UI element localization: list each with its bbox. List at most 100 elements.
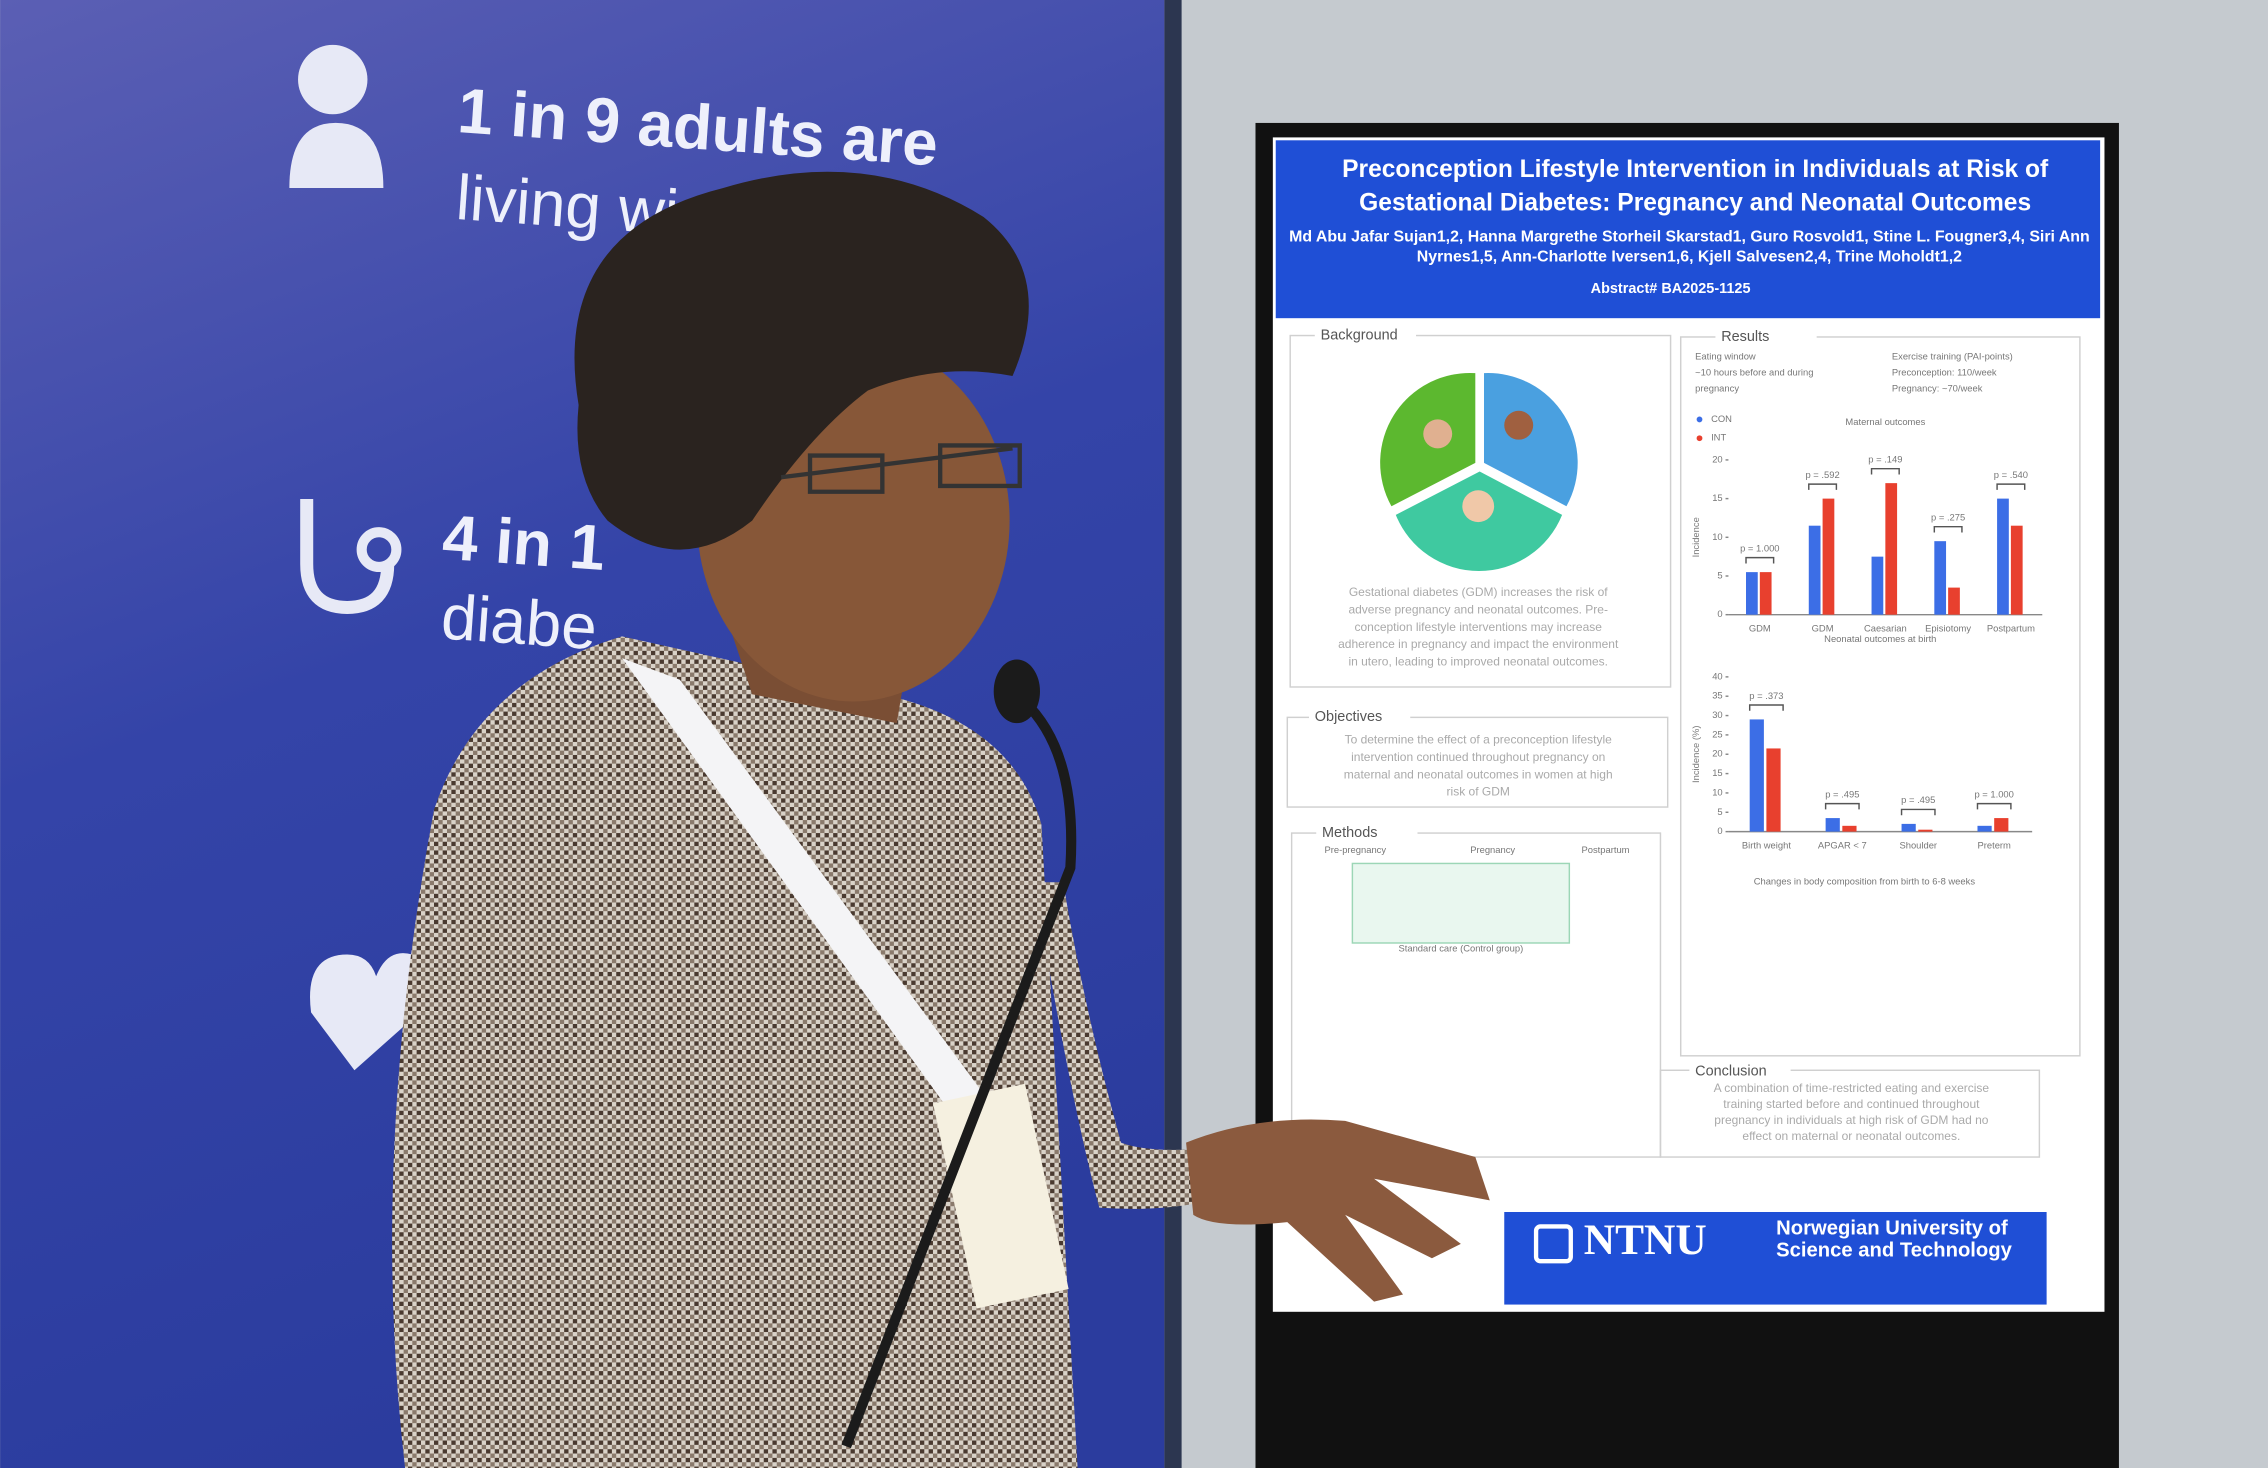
p-value: p = .592 bbox=[1805, 469, 1839, 480]
section-text: pregnancy bbox=[1695, 383, 1739, 394]
p-value: p = 1.000 bbox=[1974, 788, 2013, 799]
y-tick-label: 10 bbox=[1712, 786, 1722, 797]
x-tick-label: Postpartum bbox=[1987, 623, 2035, 634]
bar bbox=[1825, 818, 1840, 832]
y-tick-label: 25 bbox=[1712, 728, 1722, 739]
section-text: Pregnancy: ~70/week bbox=[1892, 383, 1983, 394]
poster-title: Preconception Lifestyle Intervention in … bbox=[1342, 156, 2049, 183]
x-tick-label: APGAR < 7 bbox=[1818, 840, 1867, 851]
bar bbox=[1977, 825, 1992, 832]
section-text: pregnancy in individuals at high risk of… bbox=[1714, 1113, 1988, 1127]
header-text: Preconception Lifestyle Intervention in … bbox=[1289, 156, 2090, 297]
bar bbox=[1746, 572, 1758, 615]
bar bbox=[1842, 825, 1857, 832]
y-tick-label: 40 bbox=[1712, 670, 1722, 681]
banner-edge bbox=[1164, 0, 1182, 1468]
x-tick-label: Preterm bbox=[1977, 840, 2011, 851]
body-comp-title: Changes in body composition from birth t… bbox=[1754, 876, 1976, 887]
banner-line: diabe bbox=[439, 581, 599, 663]
bar bbox=[1948, 587, 1960, 615]
section-heading: Background bbox=[1321, 327, 1398, 343]
section-text: training started before and continued th… bbox=[1723, 1097, 1980, 1111]
bar bbox=[1885, 483, 1898, 615]
x-tick-label: Birth weight bbox=[1742, 840, 1791, 851]
abstract-id: Abstract# BA2025-1125 bbox=[1591, 281, 1751, 297]
section-text: conception lifestyle interventions may i… bbox=[1354, 620, 1602, 634]
section-text: maternal and neonatal outcomes in women … bbox=[1344, 767, 1613, 781]
section-text: Eating window bbox=[1695, 351, 1756, 362]
heading-bg bbox=[1314, 325, 1417, 346]
bar bbox=[1749, 719, 1764, 832]
poster-text: Background Gestational diabetes (GDM) inc… bbox=[1309, 325, 2043, 1143]
y-tick-label: 20 bbox=[1712, 453, 1722, 464]
method-label: Standard care (Control group) bbox=[1398, 942, 1523, 953]
section-heading: Objectives bbox=[1315, 709, 1382, 725]
bracket bbox=[1996, 483, 2026, 490]
x-tick-label: Shoulder bbox=[1899, 840, 1937, 851]
bracket bbox=[1870, 467, 1900, 475]
banner-line: 4 in 1 bbox=[440, 502, 607, 584]
p-value: p = .495 bbox=[1901, 794, 1935, 805]
y-tick-label: 20 bbox=[1712, 748, 1722, 759]
bar bbox=[1997, 498, 2009, 615]
heading-bg bbox=[1715, 326, 1817, 348]
section-text: adverse pregnancy and neonatal outcomes.… bbox=[1348, 603, 1608, 617]
chart-title: Maternal outcomes bbox=[1845, 416, 1925, 427]
ntnu-logo bbox=[1533, 1224, 1573, 1264]
bracket bbox=[1748, 704, 1784, 711]
p-value: p = .149 bbox=[1868, 453, 1902, 464]
bar bbox=[1759, 572, 1772, 615]
section-text: To determine the effect of a preconcepti… bbox=[1345, 733, 1613, 747]
heading-bg bbox=[1689, 1061, 1791, 1082]
p-value: p = .275 bbox=[1931, 512, 1965, 523]
y-tick-label: 5 bbox=[1717, 569, 1722, 580]
bar bbox=[1766, 748, 1781, 832]
section-text: risk of GDM bbox=[1447, 785, 1510, 799]
bracket bbox=[1745, 556, 1775, 564]
ntnu-wordmark: NTNU bbox=[1584, 1216, 1707, 1264]
bar bbox=[1901, 823, 1916, 832]
section-text: in utero, leading to improved neonatal o… bbox=[1348, 655, 1608, 669]
legend-dot bbox=[1696, 416, 1703, 423]
authors: Md Abu Jafar Sujan1,2, Hanna Margrethe S… bbox=[1289, 228, 2090, 245]
section-text: intervention continued throughout pregna… bbox=[1351, 750, 1605, 764]
university: Science and Technology bbox=[1776, 1239, 2012, 1261]
banner-icons bbox=[289, 44, 429, 1071]
chart-title: Neonatal outcomes at birth bbox=[1824, 633, 1936, 644]
x-tick-label: Caesarian bbox=[1864, 623, 1907, 634]
legend-label: CON bbox=[1711, 413, 1732, 424]
x-tick-label: GDM bbox=[1749, 623, 1771, 634]
bar bbox=[1994, 818, 2009, 832]
y-axis-label: Incidence (%) bbox=[1690, 726, 1701, 783]
p-value: p = .373 bbox=[1749, 690, 1783, 701]
section-text: Preconception: 110/week bbox=[1892, 367, 1997, 378]
footer-band bbox=[1504, 1212, 2047, 1305]
y-tick-label: 0 bbox=[1717, 825, 1722, 836]
y-tick-label: 10 bbox=[1712, 531, 1722, 542]
p-value: p = 1.000 bbox=[1740, 542, 1779, 553]
section-heading: Conclusion bbox=[1695, 1064, 1767, 1080]
y-axis-label: Incidence bbox=[1690, 517, 1701, 557]
legend-label: INT bbox=[1711, 432, 1726, 443]
bar bbox=[1871, 556, 1884, 615]
legend-dot bbox=[1696, 435, 1703, 442]
p-value: p = .540 bbox=[1994, 469, 2028, 480]
bar bbox=[1934, 541, 1947, 615]
y-tick-label: 15 bbox=[1712, 492, 1722, 503]
background-art bbox=[1380, 372, 1578, 572]
section-text: Exercise training (PAI-points) bbox=[1892, 351, 2013, 362]
x-tick-label: Episiotomy bbox=[1925, 623, 1971, 634]
bracket bbox=[1808, 483, 1838, 490]
section-boxes bbox=[1286, 334, 2081, 1158]
y-tick-label: 30 bbox=[1712, 709, 1722, 720]
y-tick-label: 5 bbox=[1717, 806, 1722, 817]
y-tick-label: 35 bbox=[1712, 690, 1722, 701]
bar bbox=[1808, 525, 1821, 615]
x-tick-label: GDM bbox=[1812, 623, 1834, 634]
poster-title: Gestational Diabetes: Pregnancy and Neon… bbox=[1359, 189, 2031, 216]
microphone bbox=[841, 659, 1077, 1449]
bar bbox=[2010, 525, 2023, 615]
bracket bbox=[1933, 525, 1963, 533]
